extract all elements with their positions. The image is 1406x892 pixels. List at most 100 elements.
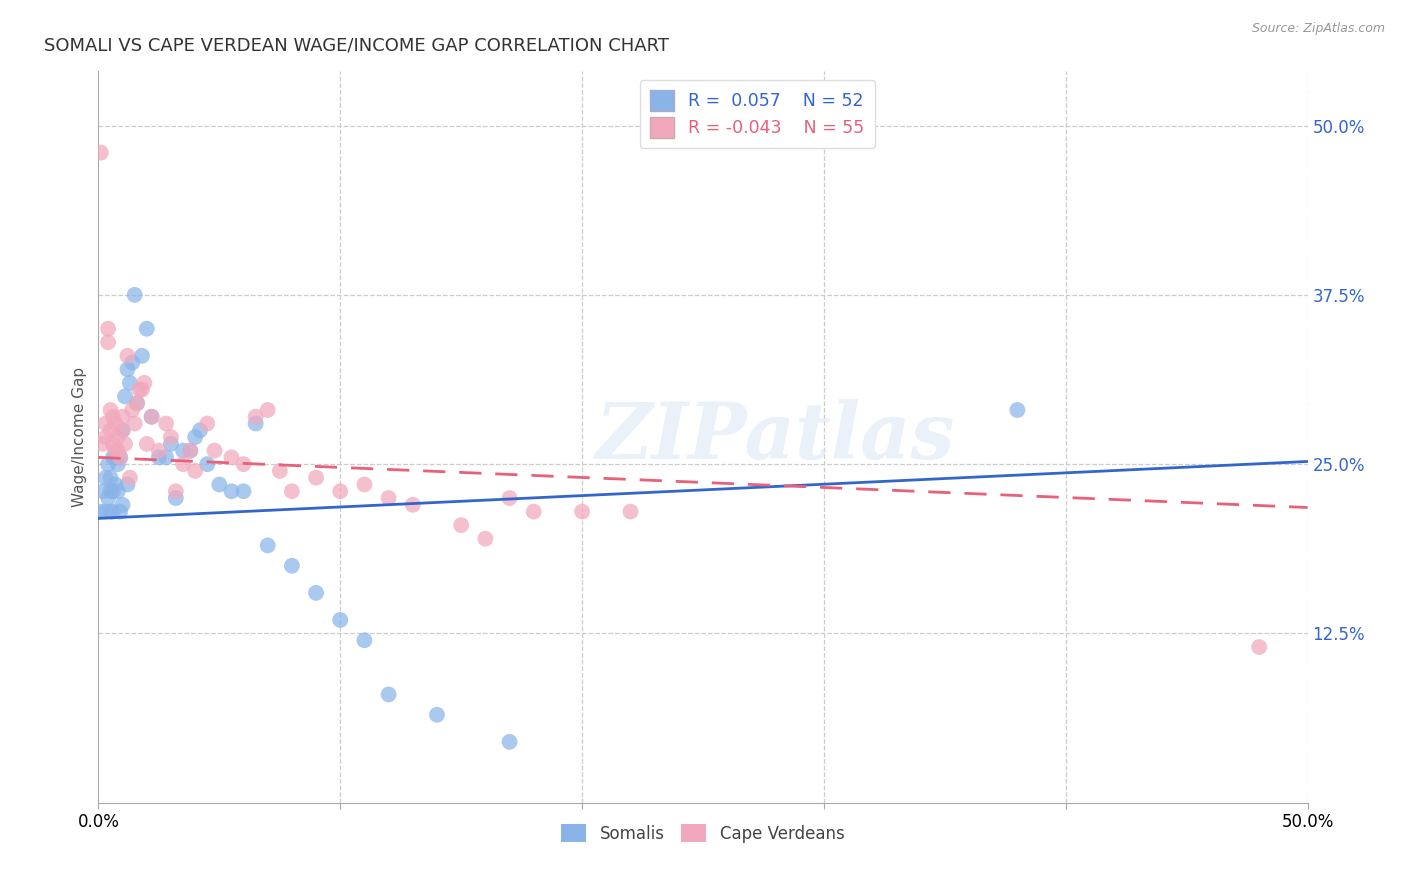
Point	[172, 443, 194, 458]
Point	[172, 457, 194, 471]
Point	[101, 450, 124, 465]
Point	[121, 355, 143, 369]
Point	[148, 443, 170, 458]
Point	[256, 538, 278, 552]
Point	[114, 437, 136, 451]
Point	[131, 383, 153, 397]
Y-axis label: Wage/Income Gap: Wage/Income Gap	[72, 367, 87, 508]
Point	[329, 613, 352, 627]
Point	[91, 437, 114, 451]
Point	[135, 437, 157, 451]
Point	[90, 505, 112, 519]
Point	[195, 457, 218, 471]
Point	[94, 505, 117, 519]
Text: ZIPatlas: ZIPatlas	[596, 399, 955, 475]
Text: Source: ZipAtlas.com: Source: ZipAtlas.com	[1251, 22, 1385, 36]
Point	[131, 349, 153, 363]
Point	[118, 471, 141, 485]
Point	[377, 688, 399, 702]
Point	[101, 505, 124, 519]
Point	[232, 484, 254, 499]
Point	[281, 558, 304, 573]
Point	[426, 707, 449, 722]
Point	[377, 491, 399, 505]
Point	[91, 484, 114, 499]
Point	[107, 430, 129, 444]
Point	[90, 145, 112, 160]
Point	[165, 484, 187, 499]
Point	[111, 498, 134, 512]
Point	[305, 471, 328, 485]
Point	[184, 430, 207, 444]
Point	[108, 505, 131, 519]
Point	[221, 484, 243, 499]
Point	[108, 450, 131, 465]
Point	[97, 335, 120, 350]
Point	[111, 423, 134, 437]
Point	[100, 505, 122, 519]
Point	[245, 417, 267, 431]
Point	[165, 491, 187, 505]
Point	[117, 349, 139, 363]
Point	[184, 464, 207, 478]
Point	[619, 505, 641, 519]
Point	[107, 484, 129, 499]
Point	[111, 409, 134, 424]
Point	[498, 491, 520, 505]
Point	[104, 450, 127, 465]
Point	[121, 403, 143, 417]
Point	[127, 396, 149, 410]
Point	[179, 443, 201, 458]
Point	[134, 376, 156, 390]
Point	[107, 457, 129, 471]
Point	[188, 423, 211, 437]
Point	[179, 443, 201, 458]
Point	[135, 322, 157, 336]
Point	[221, 450, 243, 465]
Point	[101, 484, 124, 499]
Point	[204, 443, 226, 458]
Point	[498, 735, 520, 749]
Point	[107, 443, 129, 458]
Point	[124, 417, 146, 431]
Point	[269, 464, 291, 478]
Point	[141, 409, 163, 424]
Point	[101, 409, 124, 424]
Point	[571, 505, 593, 519]
Point	[94, 417, 117, 431]
Point	[141, 409, 163, 424]
Point	[124, 288, 146, 302]
Point	[127, 396, 149, 410]
Point	[474, 532, 496, 546]
Point	[100, 471, 122, 485]
Point	[97, 457, 120, 471]
Point	[155, 417, 177, 431]
Point	[155, 450, 177, 465]
Point	[117, 477, 139, 491]
Point	[104, 417, 127, 431]
Point	[195, 417, 218, 431]
Point	[100, 423, 122, 437]
Point	[402, 498, 425, 512]
Point	[245, 409, 267, 424]
Point	[100, 484, 122, 499]
Point	[329, 484, 352, 499]
Point	[148, 450, 170, 465]
Point	[450, 518, 472, 533]
Point	[128, 383, 150, 397]
Point	[111, 423, 134, 437]
Point	[94, 471, 117, 485]
Point	[305, 586, 328, 600]
Point	[1007, 403, 1029, 417]
Point	[114, 389, 136, 403]
Point	[100, 403, 122, 417]
Point	[353, 633, 375, 648]
Point	[281, 484, 304, 499]
Point	[104, 477, 127, 491]
Point	[117, 362, 139, 376]
Point	[104, 443, 127, 458]
Point	[101, 437, 124, 451]
Point	[208, 477, 231, 491]
Point	[160, 437, 183, 451]
Point	[108, 450, 131, 465]
